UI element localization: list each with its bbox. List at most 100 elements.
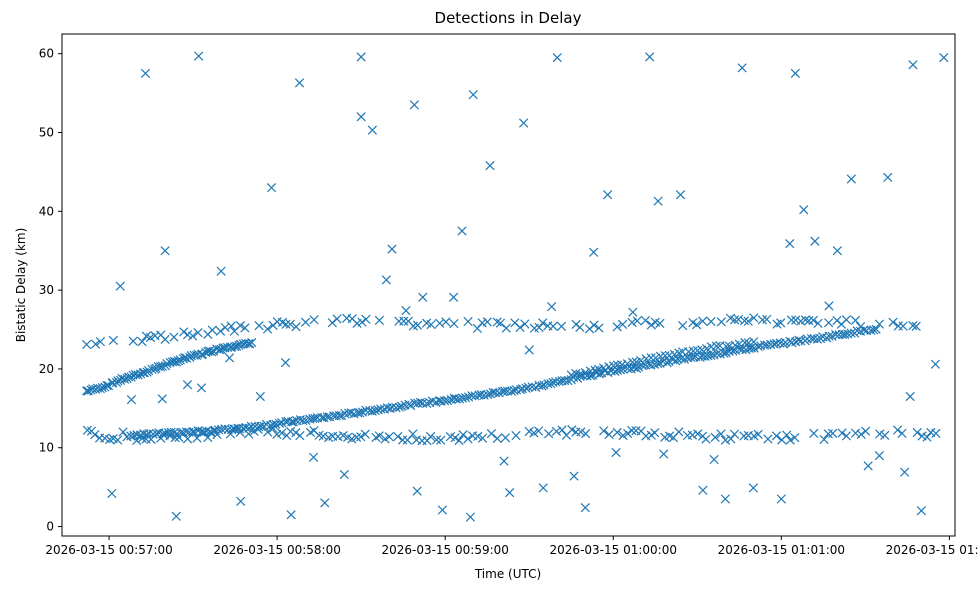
- data-point: [841, 315, 852, 325]
- data-point: [908, 60, 918, 70]
- data-point: [776, 318, 786, 328]
- data-point: [898, 321, 908, 331]
- data-point: [786, 315, 797, 325]
- data-point: [268, 423, 278, 434]
- data-point: [612, 322, 622, 332]
- data-point: [701, 343, 712, 354]
- data-point: [441, 317, 451, 327]
- data-point: [733, 314, 744, 324]
- data-point: [188, 331, 198, 341]
- data-point: [627, 425, 637, 436]
- data-point: [930, 359, 941, 369]
- data-point: [721, 341, 731, 351]
- data-point: [874, 450, 884, 461]
- data-point: [490, 388, 501, 398]
- data-point: [204, 346, 215, 356]
- data-point: [422, 398, 432, 409]
- data-point: [716, 317, 726, 327]
- y-tick-label: 50: [39, 126, 54, 140]
- data-point: [646, 360, 656, 370]
- data-point: [880, 430, 890, 441]
- data-point: [897, 428, 907, 438]
- data-point: [828, 428, 838, 438]
- data-point: [809, 334, 819, 344]
- data-point: [698, 485, 708, 495]
- data-point: [387, 244, 397, 254]
- data-point: [426, 319, 436, 330]
- data-point: [552, 53, 562, 63]
- data-point: [82, 339, 92, 350]
- data-point: [468, 90, 478, 100]
- data-point: [107, 488, 117, 499]
- data-point: [492, 317, 502, 327]
- data-point: [589, 247, 599, 257]
- data-point: [188, 427, 199, 438]
- data-point: [499, 456, 509, 466]
- data-point: [749, 337, 759, 347]
- data-point: [495, 318, 506, 328]
- data-point: [771, 431, 782, 441]
- data-point: [860, 426, 871, 436]
- data-point: [146, 434, 156, 444]
- data-point: [763, 434, 773, 444]
- data-point: [193, 328, 203, 338]
- data-point: [538, 318, 548, 328]
- data-point: [819, 434, 829, 445]
- data-point: [659, 449, 669, 459]
- data-point: [800, 315, 811, 325]
- data-point: [196, 383, 207, 393]
- data-point: [674, 427, 684, 437]
- data-point: [782, 430, 792, 440]
- data-point: [174, 432, 184, 443]
- data-point: [203, 432, 213, 443]
- data-point: [519, 118, 529, 128]
- data-point: [709, 454, 719, 465]
- data-point: [892, 425, 903, 435]
- data-point: [170, 432, 180, 443]
- data-point: [132, 435, 142, 446]
- data-point: [281, 319, 291, 329]
- data-point: [675, 190, 686, 200]
- data-point: [646, 353, 656, 363]
- data-point: [533, 426, 544, 436]
- y-tick-label: 40: [39, 204, 54, 218]
- data-point: [300, 317, 311, 327]
- data-point: [563, 375, 573, 386]
- data-point: [515, 384, 526, 395]
- data-point: [824, 318, 834, 328]
- data-point: [846, 328, 856, 338]
- data-point: [437, 505, 448, 515]
- data-point: [384, 432, 394, 442]
- data-point: [235, 427, 245, 437]
- x-tick-label: 2026-03-15 01:02:00: [886, 543, 979, 557]
- data-point: [241, 422, 251, 433]
- data-point: [436, 435, 446, 445]
- data-point: [650, 428, 660, 438]
- data-point: [144, 366, 154, 376]
- data-point: [575, 369, 585, 379]
- data-point: [501, 323, 511, 333]
- data-point: [580, 503, 590, 513]
- data-point: [500, 386, 510, 396]
- data-point: [603, 190, 613, 200]
- data-point: [785, 435, 795, 445]
- data-point: [266, 183, 277, 193]
- data-point: [569, 471, 579, 481]
- data-point: [226, 321, 236, 331]
- data-point: [739, 316, 750, 326]
- data-point: [207, 325, 217, 335]
- data-point: [160, 246, 170, 256]
- data-point: [812, 334, 823, 344]
- data-point: [547, 302, 557, 312]
- x-axis: 2026-03-15 00:57:00 2026-03-15 00:58:00 20…: [45, 536, 979, 557]
- data-point: [939, 53, 949, 63]
- x-tick-label: 2026-03-15 00:59:00: [381, 543, 508, 557]
- y-axis-label: Bistatic Delay (km): [14, 228, 28, 343]
- data-point: [537, 381, 547, 391]
- data-point: [580, 368, 590, 378]
- data-point: [243, 429, 254, 439]
- data-point: [628, 307, 638, 317]
- data-point: [254, 320, 264, 331]
- data-point: [599, 426, 609, 436]
